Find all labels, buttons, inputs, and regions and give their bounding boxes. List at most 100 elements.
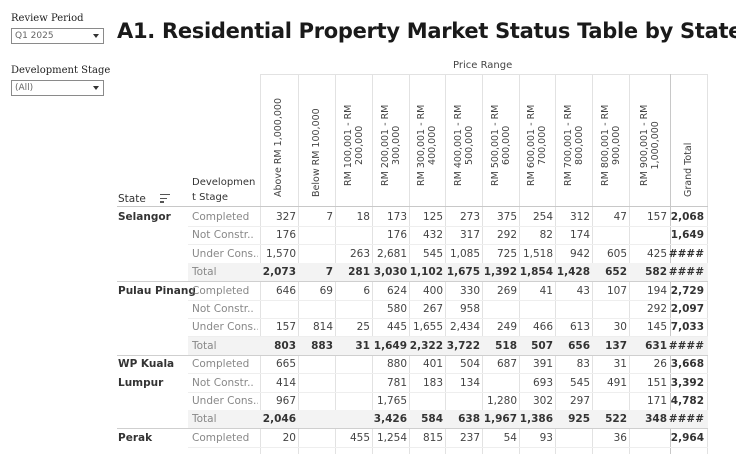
value-cell[interactable]: 7 (325, 266, 333, 279)
value-cell[interactable]: 507 (531, 339, 553, 352)
value-cell[interactable]: 171 (646, 395, 667, 407)
grand-total-cell[interactable]: #### (668, 413, 704, 426)
value-cell[interactable]: 504 (459, 358, 480, 371)
value-cell[interactable]: 605 (606, 247, 627, 260)
value-cell[interactable]: 134 (459, 376, 480, 389)
value-cell[interactable]: 652 (605, 266, 627, 279)
column-header[interactable]: RM 600,001 - RM 700,000 (526, 70, 548, 200)
value-cell[interactable]: 1,102 (409, 266, 443, 279)
grand-total-cell[interactable]: 3,392 (670, 376, 704, 389)
value-cell[interactable]: 312 (569, 211, 590, 223)
stage-cell[interactable]: Completed (192, 284, 250, 297)
state-cell[interactable]: Lumpur (118, 376, 164, 389)
column-header[interactable]: RM 300,001 - RM 400,000 (416, 70, 438, 200)
value-cell[interactable]: 1,085 (449, 247, 480, 260)
value-cell[interactable]: 297 (569, 395, 590, 407)
development-stage-column-header[interactable]: Developmen t Stage (192, 177, 256, 203)
grand-total-cell[interactable]: 7,033 (670, 321, 704, 334)
value-cell[interactable]: 82 (539, 229, 553, 242)
value-cell[interactable]: 249 (496, 321, 517, 334)
value-cell[interactable]: 1,428 (556, 266, 590, 279)
value-cell[interactable]: 317 (459, 229, 480, 242)
value-cell[interactable]: 445 (386, 321, 407, 334)
value-cell[interactable]: 1,765 (376, 395, 407, 407)
value-cell[interactable]: 107 (606, 284, 627, 297)
value-cell[interactable]: 292 (496, 229, 517, 242)
value-cell[interactable]: 1,518 (522, 247, 553, 260)
value-cell[interactable]: 174 (569, 229, 590, 242)
value-cell[interactable]: 414 (275, 376, 296, 389)
state-cell[interactable]: Perak (118, 431, 153, 444)
value-cell[interactable]: 2,322 (409, 339, 443, 352)
value-cell[interactable]: 814 (312, 321, 333, 334)
column-header[interactable]: RM 100,001 - RM 200,000 (343, 70, 365, 200)
value-cell[interactable]: 31 (355, 339, 370, 352)
column-header[interactable]: RM 400,001 - RM 500,000 (453, 70, 475, 200)
value-cell[interactable]: 327 (275, 211, 296, 223)
value-cell[interactable]: 30 (613, 321, 627, 334)
value-cell[interactable]: 1,675 (446, 266, 480, 279)
value-cell[interactable]: 43 (576, 284, 590, 297)
value-cell[interactable]: 36 (613, 431, 627, 444)
value-cell[interactable]: 3,722 (446, 339, 480, 352)
development-stage-dropdown[interactable]: (All) (11, 80, 104, 96)
value-cell[interactable]: 815 (422, 431, 443, 444)
value-cell[interactable]: 967 (275, 395, 296, 407)
value-cell[interactable]: 176 (275, 229, 296, 242)
grand-total-cell[interactable]: 1,649 (670, 229, 704, 242)
value-cell[interactable]: 25 (356, 321, 370, 334)
value-cell[interactable]: 194 (646, 284, 667, 297)
stage-cell[interactable]: Completed (192, 358, 250, 371)
value-cell[interactable]: 18 (356, 211, 370, 223)
value-cell[interactable]: 584 (421, 413, 443, 426)
stage-cell[interactable]: Total (192, 413, 217, 426)
stage-cell[interactable]: Completed (192, 211, 250, 223)
value-cell[interactable]: 391 (532, 358, 553, 371)
value-cell[interactable]: 269 (496, 284, 517, 297)
value-cell[interactable]: 237 (459, 431, 480, 444)
value-cell[interactable]: 1,967 (483, 413, 517, 426)
value-cell[interactable]: 401 (422, 358, 443, 371)
sort-icon[interactable] (160, 194, 170, 204)
value-cell[interactable]: 157 (646, 211, 667, 223)
column-header[interactable]: Below RM 100,000 (310, 70, 324, 200)
value-cell[interactable]: 93 (539, 431, 553, 444)
value-cell[interactable]: 6 (363, 284, 370, 297)
state-cell[interactable]: WP Kuala (118, 358, 175, 371)
value-cell[interactable]: 41 (539, 284, 553, 297)
value-cell[interactable]: 330 (459, 284, 480, 297)
column-header[interactable]: RM 700,001 - RM 800,000 (563, 70, 585, 200)
value-cell[interactable]: 348 (645, 413, 667, 426)
value-cell[interactable]: 665 (275, 358, 296, 371)
value-cell[interactable]: 47 (613, 211, 627, 223)
value-cell[interactable]: 254 (532, 211, 553, 223)
grand-total-cell[interactable]: 2,068 (670, 211, 704, 223)
value-cell[interactable]: 1,655 (412, 321, 443, 334)
value-cell[interactable]: 125 (422, 211, 443, 223)
grand-total-cell[interactable]: 2,097 (670, 303, 704, 315)
value-cell[interactable]: 400 (422, 284, 443, 297)
value-cell[interactable]: 613 (569, 321, 590, 334)
value-cell[interactable]: 1,386 (519, 413, 553, 426)
value-cell[interactable]: 292 (646, 303, 667, 315)
value-cell[interactable]: 69 (319, 284, 333, 297)
value-cell[interactable]: 157 (275, 321, 296, 334)
value-cell[interactable]: 1,254 (376, 431, 407, 444)
state-cell[interactable]: Selangor (118, 211, 171, 223)
value-cell[interactable]: 580 (386, 303, 407, 315)
stage-cell[interactable]: Under Cons.. (192, 395, 258, 407)
value-cell[interactable]: 3,030 (373, 266, 407, 279)
value-cell[interactable]: 522 (605, 413, 627, 426)
value-cell[interactable]: 302 (532, 395, 553, 407)
grand-total-cell[interactable]: #### (668, 339, 704, 352)
column-header[interactable]: RM 200,001 - RM 300,000 (380, 70, 402, 200)
value-cell[interactable]: 942 (569, 247, 590, 260)
value-cell[interactable]: 725 (496, 247, 517, 260)
stage-cell[interactable]: Not Constr.. (192, 303, 254, 315)
value-cell[interactable]: 545 (569, 376, 590, 389)
value-cell[interactable]: 455 (349, 431, 370, 444)
value-cell[interactable]: 137 (605, 339, 627, 352)
value-cell[interactable]: 631 (645, 339, 667, 352)
grand-total-cell[interactable]: 4,782 (670, 395, 704, 407)
value-cell[interactable]: 466 (532, 321, 553, 334)
